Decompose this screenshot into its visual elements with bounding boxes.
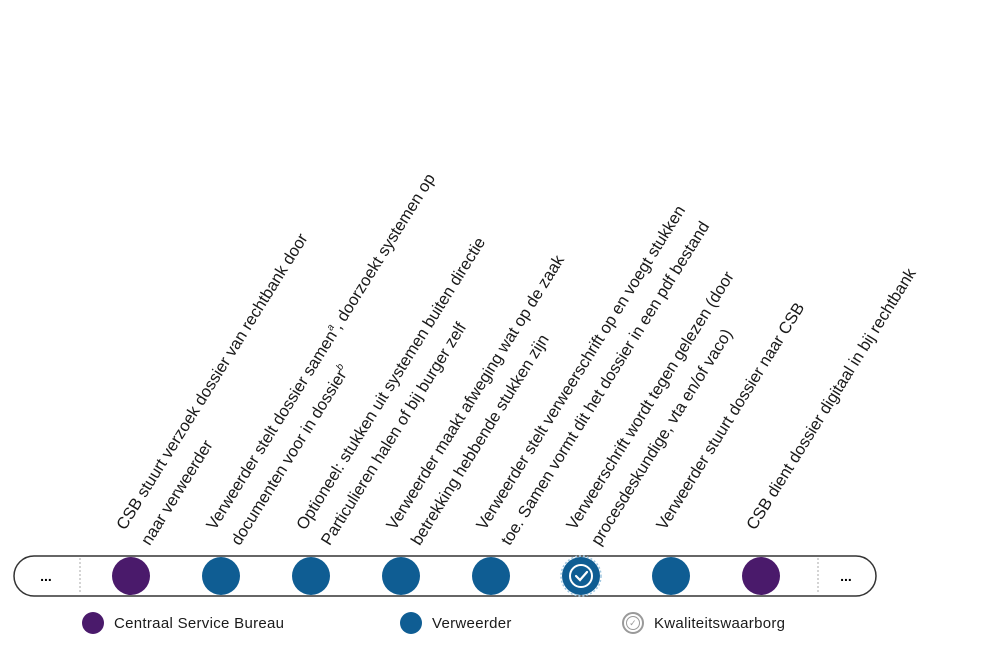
step-marker-4 — [382, 557, 420, 595]
legend-item-verweerder: Verweerder — [400, 612, 512, 634]
checkmark-icon — [574, 570, 589, 582]
step-label-line1: CSB dient dossier digitaal in bij rechtb… — [743, 265, 920, 533]
step-marker-1 — [112, 557, 150, 595]
step-label-line1: Verweerder stelt verweerschrift op en vo… — [473, 202, 689, 533]
step-label-8: CSB dient dossier digitaal in bij rechtb… — [743, 265, 920, 533]
step-marker-5 — [472, 557, 510, 595]
step-marker-3 — [292, 557, 330, 595]
legend-item-quality: ✓ Kwaliteitswaarborg — [622, 612, 785, 634]
timeline-start-ellipsis: ... — [40, 568, 52, 584]
legend-label-csb: Centraal Service Bureau — [114, 614, 285, 632]
csb-dot-icon — [82, 612, 104, 634]
legend-label-quality: Kwaliteitswaarborg — [654, 614, 786, 632]
step-marker-6 — [562, 557, 600, 595]
quality-check-icon — [569, 564, 593, 588]
timeline-steps: CSB stuurt verzoek dossier van rechtbank… — [112, 170, 920, 597]
step-marker-7 — [652, 557, 690, 595]
verweerder-dot-icon — [400, 612, 422, 634]
step-marker-2 — [202, 557, 240, 595]
timeline-end-ellipsis: ... — [840, 568, 852, 584]
quality-badge-icon: ✓ — [622, 612, 644, 634]
step-marker-8 — [742, 557, 780, 595]
legend: Centraal Service Bureau Verweerder ✓ Kwa… — [0, 612, 984, 638]
legend-label-verweerder: Verweerder — [432, 614, 512, 632]
legend-item-csb: Centraal Service Bureau — [82, 612, 284, 634]
quality-ring-icon — [560, 555, 602, 597]
step-label-line1: CSB stuurt verzoek dossier van rechtbank… — [113, 230, 312, 533]
